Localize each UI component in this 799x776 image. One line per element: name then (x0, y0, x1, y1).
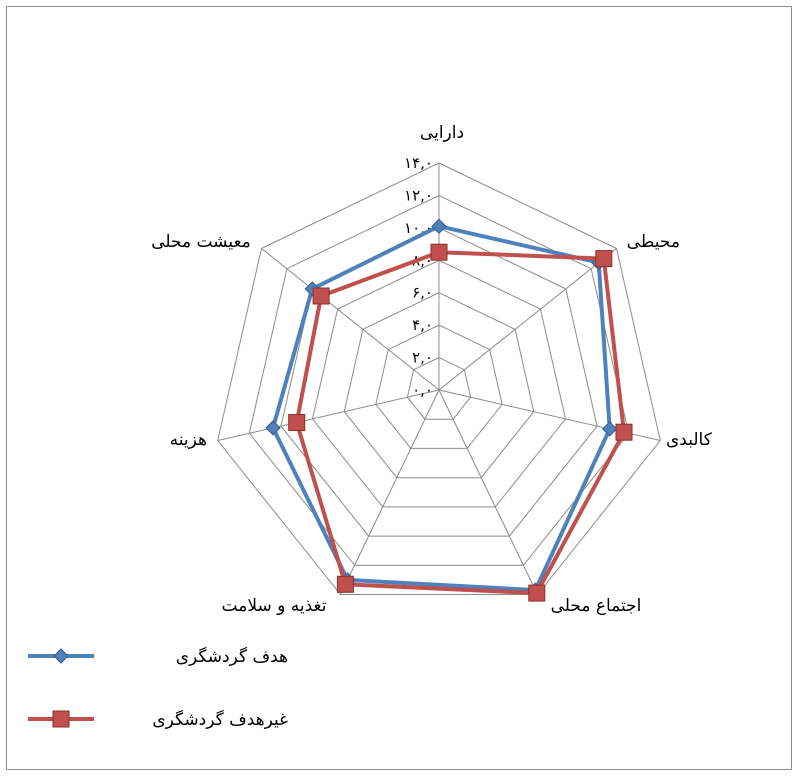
grid-spoke-5 (217, 389, 440, 441)
legend: هدف گردشگری غیرهدف گردشگری (28, 646, 288, 730)
category-label-2: کالبدی (666, 430, 713, 450)
tick-label-6: ۱۲,۰ (404, 186, 433, 204)
point-1-6 (312, 287, 330, 305)
point-1-2 (615, 423, 633, 441)
category-label-3: اجتماع محلی (551, 596, 642, 616)
category-label-4: تغذیه و سلامت (222, 596, 327, 616)
tick-label-0: ۰,۰ (412, 381, 433, 399)
legend-marker-0 (53, 648, 69, 664)
grid-ring-3 (343, 292, 535, 479)
category-label-5: هزینه (170, 430, 207, 450)
point-0-5 (265, 420, 281, 436)
point-1-5 (288, 414, 306, 431)
grid-ring-2 (375, 324, 503, 449)
tick-label-2: ۴,۰ (412, 316, 433, 334)
radar-grid (217, 162, 661, 595)
tick-label-1: ۲,۰ (412, 349, 433, 367)
series-line-1 (294, 250, 626, 596)
series-line-0 (271, 224, 612, 593)
grid-spoke-4 (340, 389, 440, 595)
point-1-1 (595, 250, 613, 268)
category-labels: دارایی محیطی کالبدی اجتماع محلی تغذیه و سلام… (151, 123, 713, 616)
grid-spoke-3 (438, 389, 538, 595)
tick-label-3: ۶,۰ (412, 284, 433, 302)
tick-label-7: ۱۴,۰ (404, 154, 433, 172)
grid-spoke-1 (438, 248, 617, 391)
category-label-1: محیطی (627, 232, 680, 252)
series-1 (288, 243, 633, 602)
grid-spoke-6 (261, 248, 440, 391)
grid-ring-6 (248, 194, 630, 566)
radial-tick-labels: ۰,۰۲,۰۴,۰۶,۰۸,۰۱۰,۰۱۲,۰۱۴,۰ (404, 154, 433, 399)
grid-ring-7 (217, 162, 661, 595)
grid-ring-1 (406, 357, 472, 420)
legend-entry-1: غیرهدف گردشگری (28, 709, 288, 730)
legend-label-0: هدف گردشگری (176, 646, 288, 667)
legend-entry-0: هدف گردشگری (28, 646, 288, 667)
point-0-2 (602, 421, 618, 437)
legend-marker-1 (52, 710, 70, 728)
chart-frame (6, 6, 792, 770)
point-1-0 (430, 243, 448, 261)
point-1-3 (528, 584, 546, 602)
point-1-4 (336, 575, 354, 593)
category-label-6: معیشت محلی (151, 232, 251, 252)
grid-ring-4 (311, 259, 567, 508)
point-0-0 (431, 218, 447, 234)
series-layer (265, 218, 633, 602)
category-label-0: دارایی (420, 123, 464, 143)
legend-label-1: غیرهدف گردشگری (152, 709, 288, 730)
